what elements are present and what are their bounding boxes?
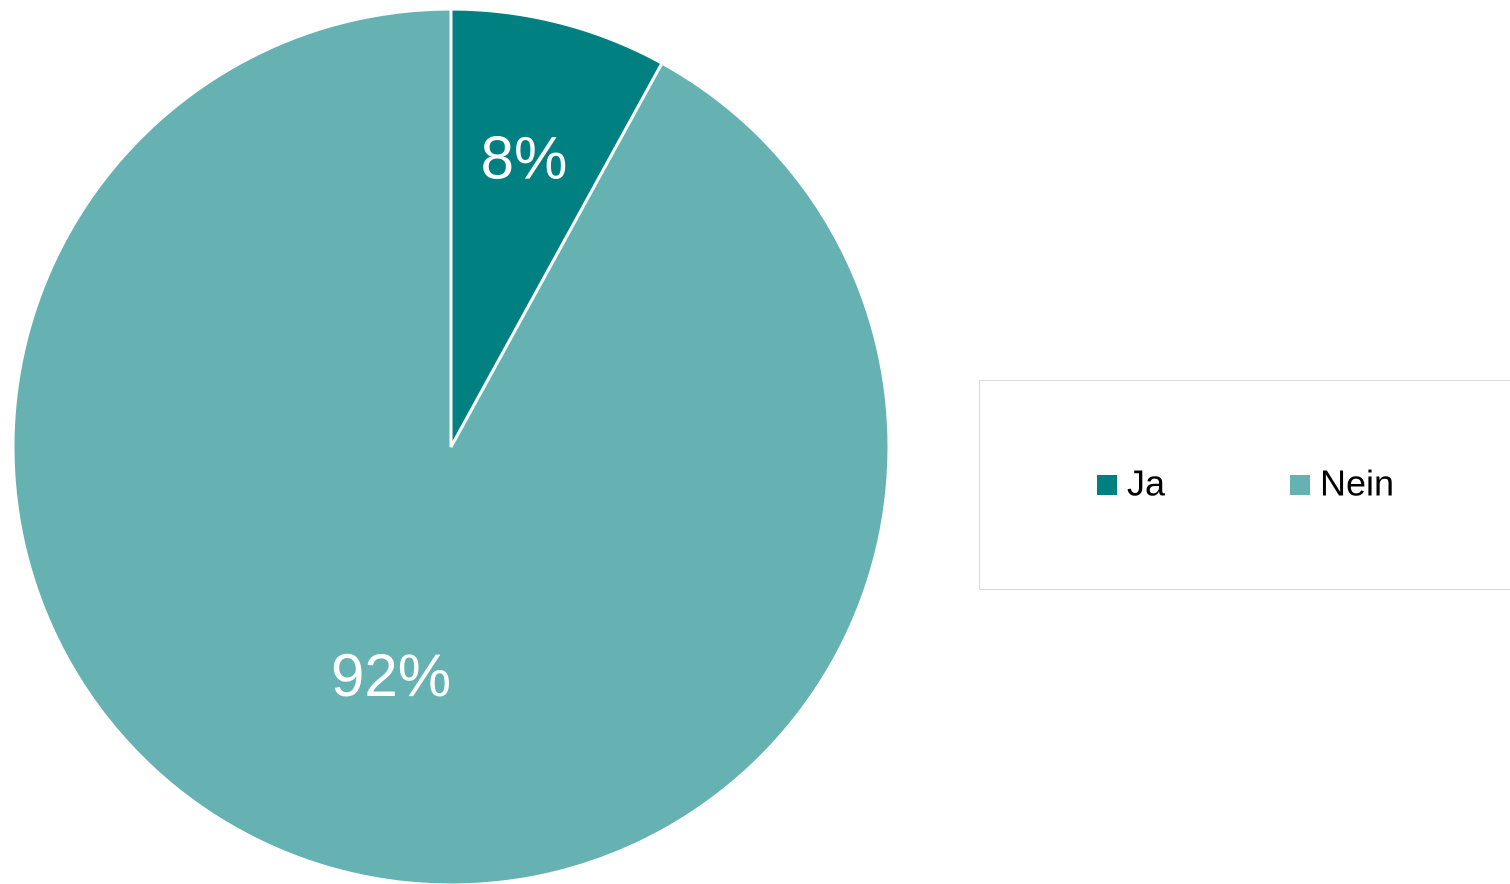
legend-swatch bbox=[1290, 475, 1310, 495]
legend-box bbox=[979, 380, 1510, 590]
data-label: 92% bbox=[331, 642, 451, 709]
legend-swatch bbox=[1097, 475, 1117, 495]
pie-slice bbox=[449, 7, 665, 448]
legend-label: Ja bbox=[1127, 463, 1166, 504]
pie-slice bbox=[11, 7, 891, 884]
legend-label: Nein bbox=[1320, 463, 1394, 504]
data-label: 8% bbox=[481, 125, 568, 192]
